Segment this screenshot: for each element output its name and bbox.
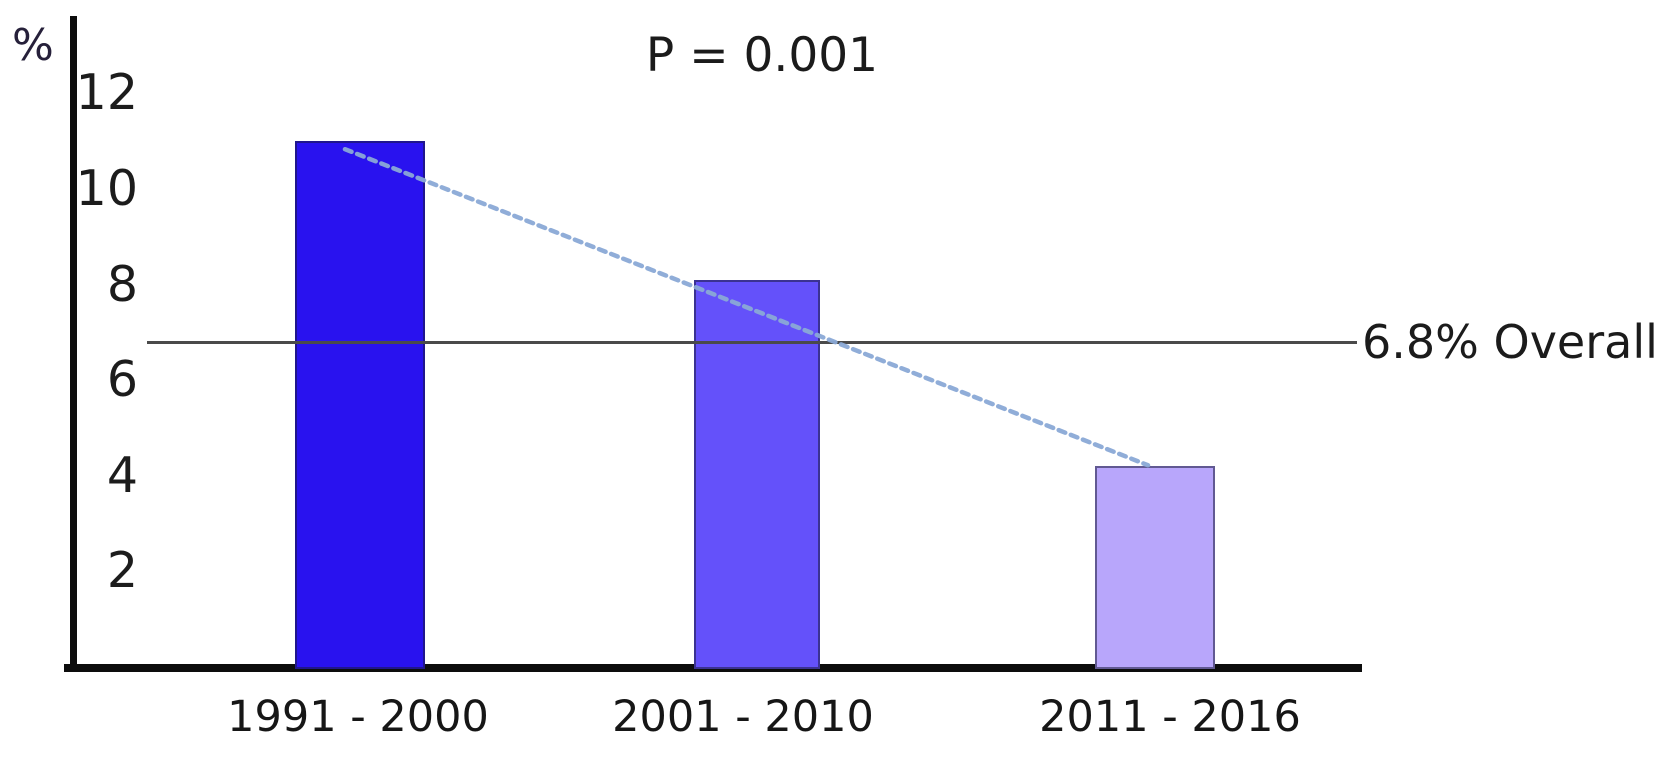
y-axis-unit-label: %	[12, 20, 54, 71]
bar-2011-2016	[1095, 466, 1215, 669]
bar-2001-2010	[694, 279, 820, 669]
y-tick-label-10: 10	[75, 160, 138, 217]
y-tick-label-8: 8	[106, 255, 138, 313]
y-tick-label-12: 12	[75, 64, 138, 122]
overall-reference-line	[147, 340, 1357, 344]
y-tick-label-4: 4	[106, 446, 138, 504]
overall-reference-label: 6.8% Overall	[1362, 314, 1658, 369]
y-tick-label-2: 2	[106, 542, 138, 600]
x-category-label-1: 1991 - 2000	[227, 692, 489, 742]
p-value-annotation: P = 0.001	[645, 28, 879, 83]
y-axis-line	[70, 16, 77, 671]
x-category-label-3: 2011 - 2016	[1039, 692, 1301, 742]
bar-1991-2000	[295, 141, 425, 669]
x-category-label-2: 2001 - 2010	[612, 692, 874, 742]
y-tick-label-6: 6	[106, 351, 138, 409]
